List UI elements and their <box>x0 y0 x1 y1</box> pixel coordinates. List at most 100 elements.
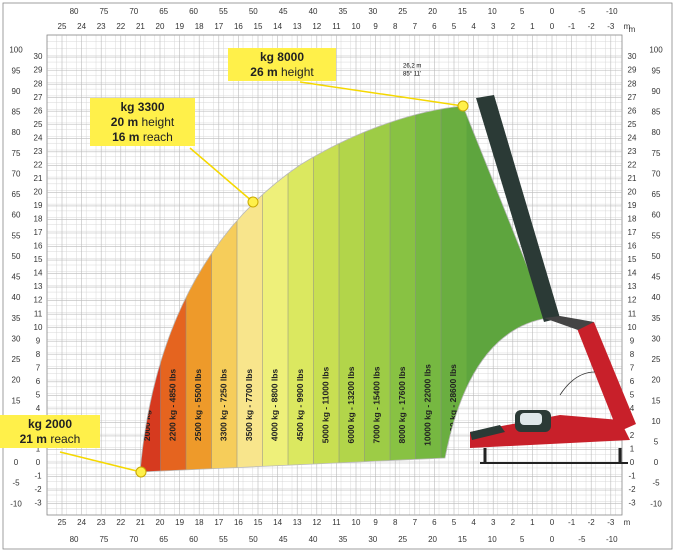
x-tick-label: 0 <box>550 7 555 16</box>
callout-weight: kg 2000 <box>28 417 72 431</box>
x-tick-label: 13 <box>293 518 302 527</box>
y-tick-label: 45 <box>12 273 21 282</box>
cab-window <box>520 413 542 425</box>
y-tick-label: 10 <box>34 323 43 332</box>
y-tick-label: 90 <box>652 87 661 96</box>
chassis <box>470 415 630 448</box>
y-tick-label: 80 <box>652 128 661 137</box>
zone-label: 3300 kg - 7250 lbs <box>219 369 229 442</box>
y-tick-label: -5 <box>12 479 20 488</box>
zone-label: 4500 kg - 9900 lbs <box>295 369 305 442</box>
callout-weight: kg 8000 <box>260 50 304 64</box>
x-tick-label: 15 <box>458 7 467 16</box>
callout-point <box>247 196 259 208</box>
y-tick-label: 30 <box>628 52 637 61</box>
y-tick-label: 50 <box>12 252 21 261</box>
x-tick-label: 24 <box>77 22 86 31</box>
x-tick-label: 40 <box>309 7 318 16</box>
x-tick-label: 0 <box>550 518 555 527</box>
y-tick-label: -3 <box>628 499 636 508</box>
lower-boom <box>576 322 636 432</box>
y-tick-label: 13 <box>628 282 637 291</box>
load-zone <box>415 106 442 472</box>
y-tick-label: 5 <box>630 390 635 399</box>
y-tick-label: 75 <box>12 149 21 158</box>
y-tick-label: -2 <box>628 485 636 494</box>
y-tick-label: 12 <box>628 296 637 305</box>
y-tick-label: 23 <box>34 147 43 156</box>
x-tick-label: 75 <box>99 535 108 544</box>
x-tick-label: -1 <box>568 22 576 31</box>
y-tick-label: 17 <box>34 228 43 237</box>
y-tick-label: 85 <box>652 108 661 117</box>
zone-label: 7000 kg - 15400 lbs <box>372 366 382 443</box>
leader-line <box>299 81 464 107</box>
zone-label: 13000 kg - 28600 lbs <box>448 364 458 446</box>
y-tick-label: 70 <box>652 169 661 178</box>
y-tick-label: 0 <box>36 458 41 467</box>
x-tick-label: 70 <box>129 7 138 16</box>
x-tick-label: 9 <box>373 22 378 31</box>
y-tick-label: 17 <box>628 228 637 237</box>
x-tick-label: 21 <box>136 22 145 31</box>
zone-label: 8000 kg - 17600 lbs <box>397 366 407 443</box>
y-tick-label: 55 <box>12 231 21 240</box>
x-tick-label: 12 <box>312 22 321 31</box>
x-tick-label: 55 <box>219 535 228 544</box>
x-tick-label: 20 <box>156 22 165 31</box>
x-tick-label: 8 <box>393 22 398 31</box>
x-tick-label: 16 <box>234 518 243 527</box>
y-tick-label: 9 <box>630 336 635 345</box>
y-tick-label: 26 <box>34 106 43 115</box>
y-tick-label: 35 <box>652 314 661 323</box>
y-tick-label: 19 <box>628 201 637 210</box>
x-tick-label: 10 <box>352 518 361 527</box>
x-tick-label: -2 <box>588 518 596 527</box>
x-tick-label: 1 <box>530 518 535 527</box>
y-tick-label: 75 <box>652 149 661 158</box>
y-tick-label: 25 <box>652 355 661 364</box>
x-tick-label: 12 <box>312 518 321 527</box>
x-tick-label: 6 <box>432 22 437 31</box>
x-tick-label: 22 <box>116 22 125 31</box>
y-tick-label: 28 <box>628 79 637 88</box>
y-tick-label: 4 <box>36 404 41 413</box>
callout-point <box>457 100 469 112</box>
y-tick-label: 11 <box>628 309 637 318</box>
y-tick-label: 24 <box>34 133 43 142</box>
y-tick-label: 60 <box>12 211 21 220</box>
zone-label: 5000 kg - 11000 lbs <box>321 366 331 443</box>
y-tick-label: 100 <box>9 46 23 55</box>
x-tick-label: 19 <box>175 22 184 31</box>
x-tick-label: 17 <box>214 518 223 527</box>
y-tick-label: 23 <box>628 147 637 156</box>
load-zone <box>313 106 340 472</box>
x-tick-label: -3 <box>607 22 615 31</box>
x-tick-label: 65 <box>159 535 168 544</box>
y-tick-label: 25 <box>34 120 43 129</box>
y-tick-label: 22 <box>34 160 43 169</box>
x-tick-label: 25 <box>58 22 67 31</box>
y-tick-label: 20 <box>12 376 21 385</box>
y-tick-label: 9 <box>36 336 41 345</box>
y-tick-label: 10 <box>652 417 661 426</box>
y-tick-label: 11 <box>34 309 43 318</box>
upper-boom <box>476 95 560 322</box>
y-tick-label: 15 <box>12 396 21 405</box>
y-tick-label: 0 <box>654 458 659 467</box>
y-tick-label: 5 <box>654 437 659 446</box>
y-tick-label: 22 <box>628 160 637 169</box>
y-tick-label: 14 <box>628 269 637 278</box>
leader-line <box>189 147 254 203</box>
callout-label: reach <box>50 432 80 446</box>
x-tick-label: -10 <box>606 7 618 16</box>
callout-box <box>90 98 195 146</box>
y-tick-label: 95 <box>652 66 661 75</box>
zone-label: 10000 kg - 22000 lbs <box>423 364 433 446</box>
y-tick-label: 1 <box>36 445 41 454</box>
envelope-outline <box>139 105 549 473</box>
x-tick-label: 22 <box>116 518 125 527</box>
x-tick-label: 20 <box>156 518 165 527</box>
y-tick-label: 0 <box>630 458 635 467</box>
x-tick-label: 5 <box>520 7 525 16</box>
